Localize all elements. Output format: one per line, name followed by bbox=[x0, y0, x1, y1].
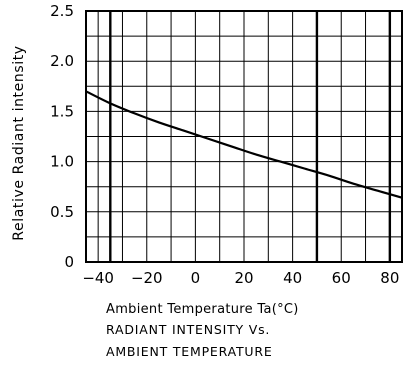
y-axis-label: Relative Radiant intensity bbox=[11, 45, 27, 240]
x-tick-label: 60 bbox=[332, 269, 351, 287]
caption-line-2: AMBIENT TEMPERATURE bbox=[106, 344, 273, 359]
x-axis-label: Ambient Temperature Ta(°C) bbox=[106, 302, 299, 317]
series-line bbox=[85, 90, 403, 199]
grid-layer bbox=[85, 10, 403, 263]
series-layer bbox=[85, 90, 403, 199]
y-tick-label: 0.5 bbox=[50, 203, 74, 221]
x-tick-label: 80 bbox=[380, 269, 399, 287]
x-tick-label: 0 bbox=[191, 269, 201, 287]
y-tick-label: 0 bbox=[64, 253, 74, 271]
x-tick-label: 20 bbox=[234, 269, 253, 287]
x-tick-label: −20 bbox=[131, 269, 163, 287]
y-tick-label: 1.5 bbox=[50, 102, 74, 120]
plot-frame bbox=[85, 10, 403, 263]
y-tick-label: 1.0 bbox=[50, 153, 74, 171]
x-tick-label: 40 bbox=[283, 269, 302, 287]
tick-layer: 0 0.5 1.0 1.5 2.0 2.5 −40 −20 0 20 40 60 80 bbox=[50, 2, 399, 287]
caption-line-1: RADIANT INTENSITY Vs. bbox=[106, 322, 271, 337]
y-tick-label: 2.5 bbox=[50, 2, 74, 20]
y-tick-label: 2.0 bbox=[50, 52, 74, 70]
x-tick-label: −40 bbox=[82, 269, 114, 287]
